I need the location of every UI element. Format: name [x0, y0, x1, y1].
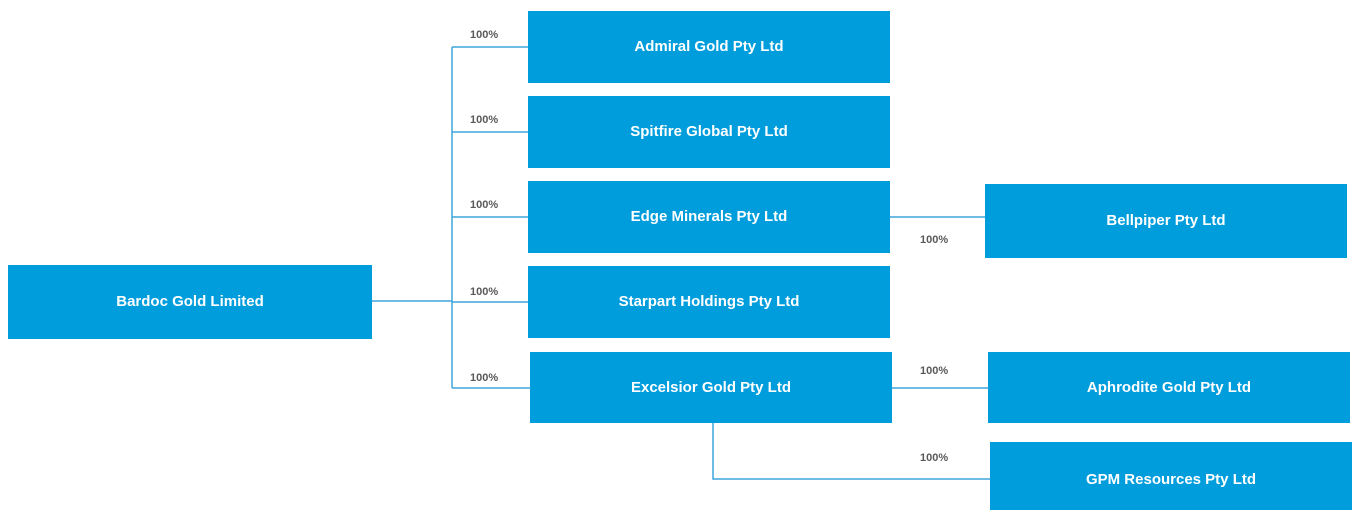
- node-box: [528, 266, 890, 338]
- ownership-label: 100%: [920, 452, 948, 464]
- node-label: Starpart Holdings Pty Ltd: [619, 293, 800, 310]
- node-label: Bardoc Gold Limited: [116, 293, 264, 310]
- node-label: Edge Minerals Pty Ltd: [631, 208, 788, 225]
- node-box: [528, 11, 890, 83]
- node: Bardoc Gold Limited: [8, 265, 372, 339]
- node-label: Spitfire Global Pty Ltd: [630, 123, 788, 140]
- ownership-label: 100%: [470, 199, 498, 211]
- node: Aphrodite Gold Pty Ltd: [988, 352, 1350, 423]
- connector: [712, 423, 990, 480]
- node-box: [528, 96, 890, 168]
- ownership-label: 100%: [470, 29, 498, 41]
- node: Admiral Gold Pty Ltd: [528, 11, 890, 83]
- node: Starpart Holdings Pty Ltd: [528, 266, 890, 338]
- node-box: [985, 184, 1347, 258]
- connectors: [372, 46, 990, 480]
- node-box: [8, 265, 372, 339]
- node-box: [988, 352, 1350, 423]
- node-box: [530, 352, 892, 423]
- node-box: [990, 442, 1352, 510]
- ownership-label: 100%: [470, 372, 498, 384]
- node-label: Admiral Gold Pty Ltd: [634, 38, 783, 55]
- node: GPM Resources Pty Ltd: [990, 442, 1352, 510]
- ownership-label: 100%: [920, 365, 948, 377]
- ownership-label: 100%: [920, 234, 948, 246]
- node-box: [528, 181, 890, 253]
- ownership-label: 100%: [470, 286, 498, 298]
- node-label: Bellpiper Pty Ltd: [1106, 212, 1225, 229]
- node: Bellpiper Pty Ltd: [985, 184, 1347, 258]
- node-label: GPM Resources Pty Ltd: [1086, 471, 1256, 488]
- connector: [372, 46, 530, 389]
- node-label: Excelsior Gold Pty Ltd: [631, 379, 791, 396]
- node: Edge Minerals Pty Ltd: [528, 181, 890, 253]
- node-label: Aphrodite Gold Pty Ltd: [1087, 379, 1251, 396]
- ownership-label: 100%: [470, 114, 498, 126]
- node: Excelsior Gold Pty Ltd: [530, 352, 892, 423]
- ownership-labels: 100% 100% 100% 100% 100% 100% 100% 100%: [470, 29, 948, 464]
- node: Spitfire Global Pty Ltd: [528, 96, 890, 168]
